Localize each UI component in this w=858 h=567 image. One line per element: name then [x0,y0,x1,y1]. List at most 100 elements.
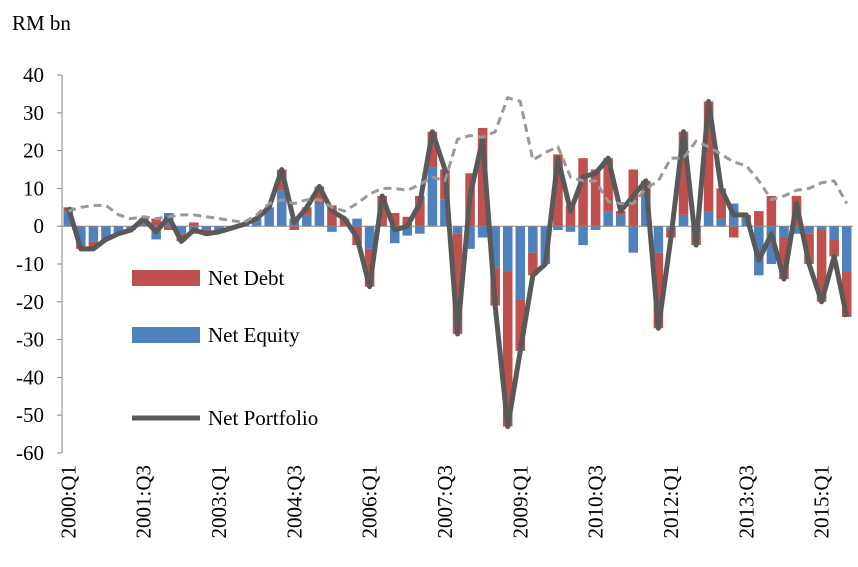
bar [816,226,827,230]
bar [163,226,174,230]
bar [452,226,463,234]
bar [590,169,601,227]
bar [766,195,777,227]
x-tick-label: 2015:Q1 [810,465,834,539]
bar [327,205,337,227]
x-tick-label: 2012:Q1 [659,465,683,539]
bar [816,229,827,302]
bar [754,211,764,227]
y-tick-label: -40 [16,365,44,389]
bar [553,154,563,227]
y-tick-label: 20 [23,139,44,163]
bar [565,226,576,232]
bar [138,218,149,227]
bar [716,218,726,227]
y-tick-label: 0 [34,214,45,238]
x-tick-label: 2001:Q3 [132,465,156,539]
bar [653,226,664,253]
bar [302,214,312,227]
legend-swatch [132,327,200,343]
bar [176,226,187,234]
bar [427,167,438,227]
bar [615,214,626,227]
y-tick-label: -20 [16,290,44,314]
bar [502,271,513,427]
bar [528,252,538,276]
bar [189,222,199,227]
bar [515,299,526,351]
bar [402,226,413,236]
y-tick-label: 10 [23,176,44,200]
bar [440,199,450,227]
x-tick-label: 2013:Q3 [734,465,758,539]
y-tick-label: 30 [23,101,44,125]
y-tick-label: 40 [23,63,44,87]
bar [779,237,789,280]
bar [289,226,300,230]
x-tick-label: 2010:Q3 [584,465,608,539]
bar [829,239,839,257]
bar [678,131,689,215]
bar [703,211,714,227]
bar [603,158,613,212]
legend-label: Net Portfolio [208,406,318,430]
bar [716,188,726,219]
bar [151,218,161,227]
legend-swatch [132,270,200,286]
y-tick-label: -30 [16,328,44,352]
y-tick-label: -60 [16,441,44,465]
line [65,98,850,430]
x-tick-label: 2007:Q3 [433,465,457,539]
legend-label: Net Debt [208,266,285,290]
bar [578,158,588,227]
bar [590,226,601,230]
bar [88,226,99,242]
bar [452,233,463,334]
bar [766,226,777,264]
bar [327,226,337,232]
y-tick-label: -10 [16,252,44,276]
bar [703,101,714,212]
bar [653,252,664,329]
bar [88,241,99,249]
bar [515,226,526,300]
bar [477,226,488,238]
bar [415,195,425,227]
bar [389,226,400,244]
bar [603,211,613,227]
bar [804,233,814,264]
legend-label: Net Equity [208,323,300,347]
bar [314,203,325,227]
bar [578,226,588,246]
x-tick-label: 2006:Q1 [358,465,382,539]
bar [465,226,475,249]
bar [791,226,802,234]
bar [502,226,513,272]
bar [628,226,639,253]
bar [490,226,500,268]
bar [841,226,852,272]
bar [528,226,538,253]
bar [101,226,111,238]
bar [841,271,852,317]
bar [779,226,789,238]
bar [264,207,274,227]
bar [641,195,651,227]
bar [364,226,375,249]
bar [113,226,124,234]
bar [415,226,425,234]
bar [314,186,325,204]
bar [201,226,212,230]
dashed-line [67,96,849,224]
x-tick-label: 2009:Q1 [508,465,532,539]
y-axis-label: RM bn [12,11,71,35]
bar [76,226,86,246]
bar [389,212,400,227]
bar [427,131,438,168]
bar [276,190,287,227]
bar [63,211,74,227]
bar [804,226,814,234]
y-tick-label: -50 [16,403,44,427]
bar [678,214,689,227]
